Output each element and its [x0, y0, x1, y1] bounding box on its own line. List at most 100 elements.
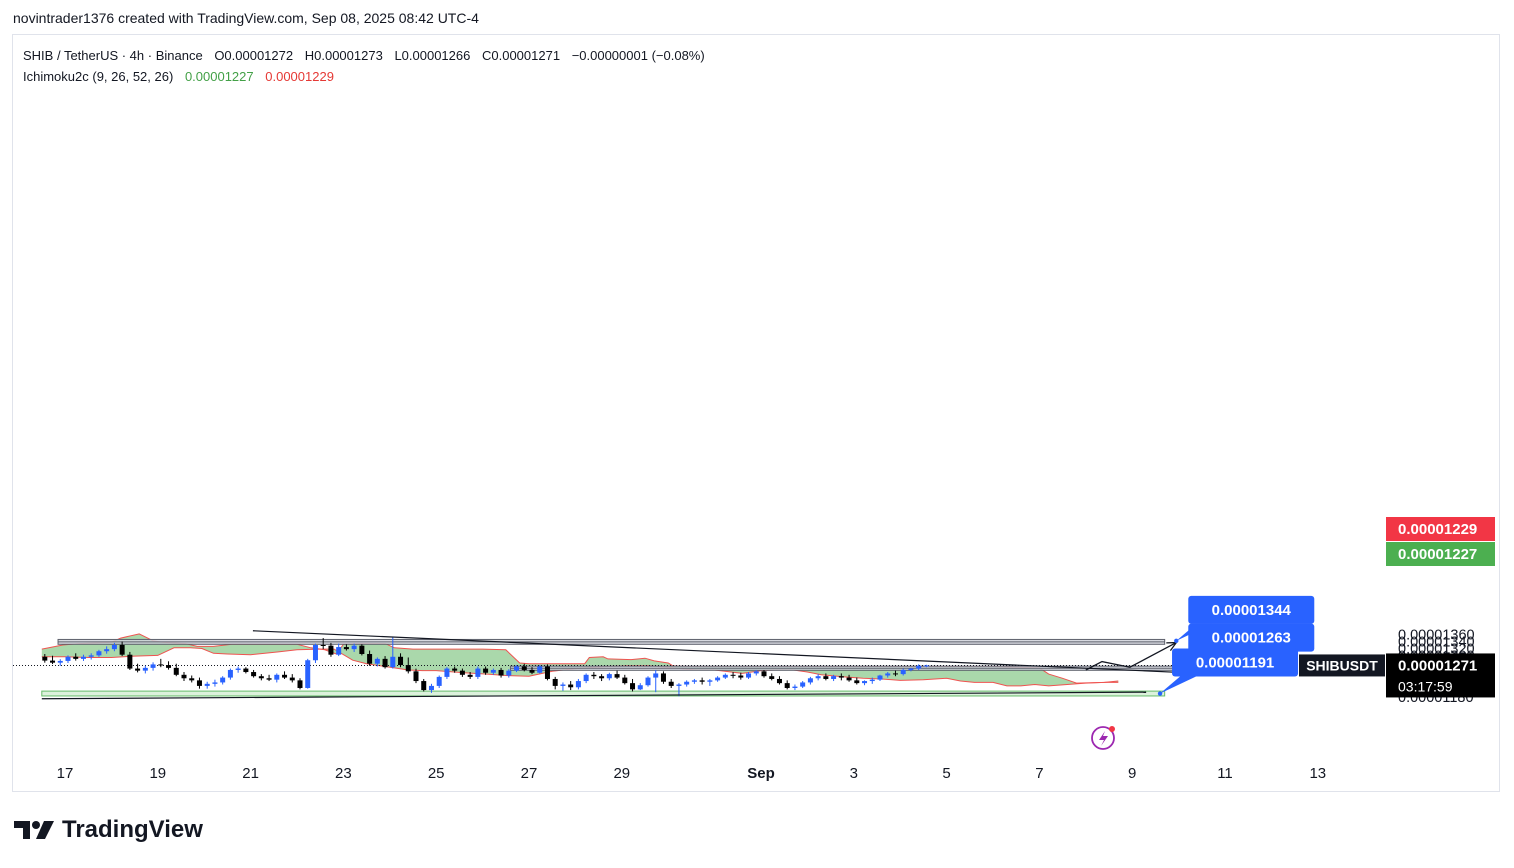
candle-body: [405, 665, 411, 672]
candle: [258, 674, 264, 681]
candle-body: [746, 673, 752, 678]
lightning-icon-ring: [1091, 726, 1115, 750]
tradingview-logo[interactable]: TradingView: [14, 816, 203, 844]
candle: [73, 653, 79, 661]
candle: [413, 668, 419, 684]
legend-indicator-name[interactable]: Ichimoku2c (9, 26, 52, 26): [23, 69, 174, 84]
callout-box: [1172, 648, 1299, 677]
candle: [220, 676, 226, 685]
x-tick-label: 5: [942, 765, 950, 782]
candle-body: [428, 685, 434, 691]
candle: [552, 676, 558, 690]
candle: [436, 675, 442, 688]
candle-body: [676, 684, 682, 686]
candle-body: [568, 684, 574, 688]
candle-body: [104, 649, 110, 652]
candle-body: [220, 677, 226, 683]
candle-body: [351, 645, 357, 650]
candle-body: [498, 669, 504, 676]
candle: [374, 657, 380, 667]
candle: [351, 643, 357, 652]
candle-body: [282, 674, 288, 678]
callout-anchor-dot: [1157, 691, 1163, 696]
candle-body: [50, 660, 56, 663]
candle-body: [96, 651, 102, 656]
legend-change: −0.00000001 (−0.08%): [571, 48, 705, 63]
legend-indicator-row[interactable]: Ichimoku2c (9, 26, 52, 26) 0.00001227 0.…: [23, 66, 705, 87]
candle: [382, 656, 388, 669]
y-tick-label: 0.00001340: [1398, 635, 1475, 651]
candle: [166, 661, 172, 670]
candle: [289, 674, 295, 683]
x-tick-label: 7: [1035, 765, 1043, 782]
candle-body: [691, 680, 697, 682]
candle: [599, 674, 605, 682]
lightning-icon-bolt: [1099, 731, 1108, 746]
candle-body: [529, 669, 535, 673]
candle: [908, 667, 914, 672]
candle: [305, 658, 311, 689]
candle: [738, 672, 744, 680]
candle-body: [900, 669, 906, 675]
candle: [753, 669, 759, 676]
x-tick-label: Sep: [747, 765, 775, 782]
candle-body: [80, 656, 86, 659]
candle: [235, 666, 241, 673]
current-price-tag: SHIBUSDT 0.00001271 03:17:59: [1299, 653, 1495, 698]
candle: [88, 653, 94, 660]
candle-body: [328, 645, 334, 655]
candle-body: [552, 678, 558, 686]
candle-body: [575, 681, 581, 688]
candle-body: [343, 647, 349, 650]
candle-body: [622, 677, 628, 684]
candle: [668, 678, 674, 688]
candle: [459, 668, 465, 677]
candle: [800, 681, 806, 688]
price-tag-countdown: 03:17:59: [1398, 678, 1453, 694]
candle-body: [668, 681, 674, 686]
candle: [583, 673, 589, 684]
candle-body: [792, 686, 798, 688]
candle-body: [57, 660, 63, 663]
candle: [560, 682, 566, 691]
candle: [274, 673, 280, 683]
candle: [452, 666, 458, 673]
candle: [622, 674, 628, 685]
candle: [730, 672, 736, 679]
candle-body: [738, 675, 744, 678]
candle: [343, 644, 349, 651]
legend-symbol-row[interactable]: SHIB / TetherUS · 4h · Binance O0.000012…: [23, 45, 705, 66]
candle: [637, 683, 643, 691]
candle: [715, 676, 721, 682]
candle-body: [784, 683, 790, 688]
candle: [514, 665, 520, 673]
candle: [506, 669, 512, 678]
x-tick-label: 21: [242, 765, 259, 782]
candle-body: [684, 681, 690, 685]
candle: [328, 642, 334, 657]
candle: [181, 672, 187, 682]
candle: [900, 668, 906, 676]
candle-body: [846, 677, 852, 681]
candle: [776, 676, 782, 685]
candle-body: [367, 654, 373, 664]
chart-frame[interactable]: [12, 34, 1500, 792]
candle: [862, 680, 868, 686]
candle-body: [761, 671, 767, 677]
candle: [784, 680, 790, 690]
candle: [660, 671, 666, 684]
candle-body: [289, 677, 295, 681]
candle: [923, 664, 929, 668]
candle-body: [204, 683, 210, 686]
legend-symbol[interactable]: SHIB / TetherUS · 4h · Binance: [23, 48, 203, 63]
candles: [42, 637, 929, 697]
candle-body: [815, 676, 821, 679]
candle: [846, 674, 852, 682]
candle-body: [119, 644, 125, 655]
callout-box: [1188, 595, 1315, 624]
candle-body: [630, 683, 636, 690]
x-tick-label: 17: [57, 765, 74, 782]
candle: [854, 677, 860, 685]
x-tick-label: 9: [1128, 765, 1136, 782]
